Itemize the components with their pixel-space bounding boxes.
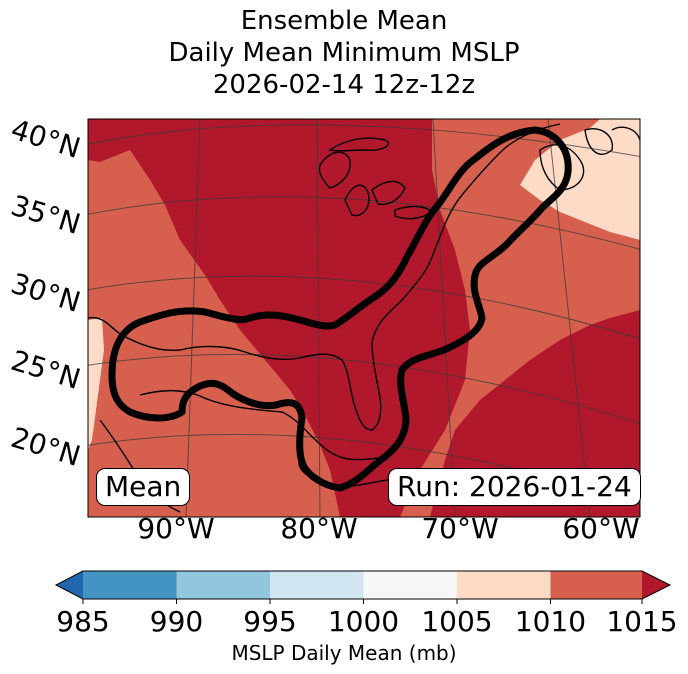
map-frame xyxy=(87,118,641,518)
mean-label-box: Mean xyxy=(96,468,191,506)
lon-label-60w: 60°W xyxy=(562,512,640,545)
colorbar-segment-1005-1010 xyxy=(457,571,551,599)
colorbar-tick-1005: 1005 xyxy=(421,605,493,638)
map-panel xyxy=(88,119,640,517)
colorbar-segment-995-1000 xyxy=(270,571,364,599)
title-line-2: Daily Mean Minimum MSLP xyxy=(168,38,520,68)
colorbar-tick-995: 995 xyxy=(243,605,297,638)
colorbar-label: MSLP Daily Mean (mb) xyxy=(231,641,457,665)
pressure-field-1005-1010-west xyxy=(88,318,104,450)
colorbar-extend-low xyxy=(56,571,83,599)
pressure-field-1005-1010-east xyxy=(520,119,640,240)
run-label-box: Run: 2026-01-24 xyxy=(388,468,641,506)
colorbar-tick-990: 990 xyxy=(149,605,204,638)
colorbar-segment-985-990 xyxy=(83,571,177,599)
lon-label-80w: 80°W xyxy=(280,512,358,545)
colorbar-tick-1010: 1010 xyxy=(514,605,587,638)
colorbar-segment-990-995 xyxy=(176,571,270,599)
title-line-3: 2026-02-14 12z-12z xyxy=(212,70,476,100)
pressure-field-1010-1015-west xyxy=(88,150,340,517)
colorbar-tick-1000: 1000 xyxy=(327,605,400,638)
colorbar-segment-1000-1005 xyxy=(363,571,457,599)
colorbar-segment-1010-1015 xyxy=(550,571,642,599)
lon-label-90w: 90°W xyxy=(137,512,215,545)
title-line-1: Ensemble Mean xyxy=(240,6,448,36)
colorbar xyxy=(54,570,672,604)
colorbar-tick-985: 985 xyxy=(56,605,110,638)
contour-1015 xyxy=(108,126,572,492)
colorbar-tick-1015: 1015 xyxy=(606,605,678,638)
lon-label-70w: 70°W xyxy=(421,512,499,545)
colorbar-extend-high xyxy=(642,571,670,599)
